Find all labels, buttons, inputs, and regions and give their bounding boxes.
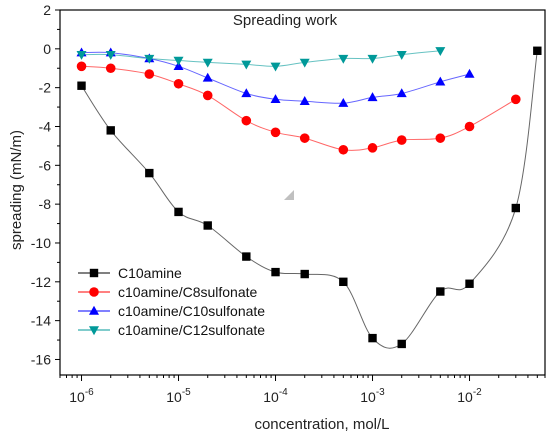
y-tick-label: -16: [31, 351, 51, 367]
data-point-series-1: [464, 121, 475, 132]
y-axis: 2 0 -2 -4 -6 -8 -10 -12 -14 -16: [31, 2, 60, 367]
data-point-series-0: [145, 168, 154, 178]
data-point-series-3: [105, 50, 116, 60]
data-point-series-2: [299, 96, 310, 105]
legend-label: C10amine: [118, 265, 182, 281]
data-point-series-0: [436, 287, 445, 296]
data-point-series-3: [241, 60, 252, 70]
data-point-series-3: [435, 47, 446, 56]
y-axis-title: spreading (mN/m): [8, 130, 25, 250]
data-point-series-3: [299, 58, 310, 68]
data-point-series-0: [465, 279, 474, 288]
data-point-series-2: [241, 88, 252, 98]
data-point-series-3: [338, 54, 349, 64]
legend-marker: [89, 326, 99, 336]
data-point-series-3: [396, 50, 407, 60]
data-point-series-3: [202, 58, 213, 68]
data-point-series-1: [338, 144, 349, 155]
data-point-series-0: [368, 333, 377, 343]
data-point-series-1: [299, 133, 310, 143]
data-point-series-0: [106, 126, 115, 135]
y-tick-label: -10: [31, 235, 51, 251]
x-tick-label: 10-6: [69, 387, 94, 405]
data-point-series-1: [367, 143, 378, 153]
y-tick-label: -8: [39, 196, 52, 212]
data-point-series-3: [367, 54, 378, 64]
y-tick-label: -14: [31, 313, 51, 329]
data-point-series-1: [270, 127, 281, 138]
data-point-series-3: [173, 56, 184, 66]
y-tick-label: 2: [43, 2, 51, 18]
data-point-series-2: [270, 94, 281, 104]
legend-label: c10amine/C10sulfonate: [118, 303, 265, 319]
data-point-series-1: [435, 133, 446, 143]
y-tick-label: -2: [39, 80, 52, 96]
data-point-series-2: [202, 72, 213, 82]
data-point-series-2: [435, 76, 446, 86]
y-tick-label: 0: [43, 41, 51, 57]
data-point-series-3: [270, 62, 281, 72]
x-axis-title: concentration, mol/L: [254, 416, 389, 433]
data-point-series-1: [105, 63, 116, 74]
data-point-series-0: [533, 46, 542, 55]
plot-frame: [59, 9, 546, 376]
data-point-series-2: [367, 92, 378, 102]
chart-title: Spreading work: [233, 12, 338, 29]
data-point-series-0: [174, 207, 183, 217]
y-tick-label: -4: [39, 118, 52, 134]
y-tick-label: -6: [39, 157, 52, 173]
axes-frame: [59, 9, 546, 376]
x-tick-label: 10-5: [166, 387, 191, 405]
x-tick-label: 10-3: [360, 387, 385, 405]
legend-marker: [89, 287, 99, 297]
data-point-series-0: [511, 203, 521, 213]
legend-label: c10amine/C8sulfonate: [118, 284, 258, 300]
data-point-series-3: [144, 54, 155, 64]
data-point-series-2: [338, 97, 349, 107]
series-line-0: [81, 50, 538, 349]
legend: C10amine c10amine/C8sulfonate c10amine/C10…: [78, 265, 265, 338]
legend-label: c10amine/C12sulfonate: [118, 322, 265, 338]
data-point-series-1: [144, 69, 155, 79]
data-point-series-0: [339, 277, 348, 287]
data-point-series-0: [397, 339, 406, 349]
data-point-series-1: [202, 90, 213, 101]
data-point-series-0: [77, 81, 86, 90]
data-point-series-1: [396, 135, 407, 145]
data-point-series-2: [396, 88, 407, 98]
data-point-series-2: [464, 68, 475, 78]
legend-marker: [89, 305, 99, 315]
x-axis: 10-6 10-5 10-4 10-3 10-2: [59, 375, 546, 405]
x-tick-label: 10-4: [263, 387, 288, 405]
data-point-series-3: [76, 50, 87, 60]
cursor-artifact: [284, 190, 294, 200]
data-point-series-0: [271, 267, 280, 277]
series-line-3: [81, 50, 441, 67]
data-point-series-1: [76, 61, 87, 72]
data-point-series-1: [173, 78, 184, 89]
data-point-series-0: [300, 269, 309, 279]
x-tick-label: 10-2: [457, 387, 482, 405]
data-point-series-0: [242, 252, 251, 261]
legend-marker: [89, 268, 99, 278]
series-markers: [76, 46, 542, 349]
data-point-series-1: [511, 94, 521, 105]
data-point-series-0: [203, 221, 212, 230]
data-point-series-1: [241, 115, 252, 126]
y-tick-label: -12: [31, 274, 51, 290]
